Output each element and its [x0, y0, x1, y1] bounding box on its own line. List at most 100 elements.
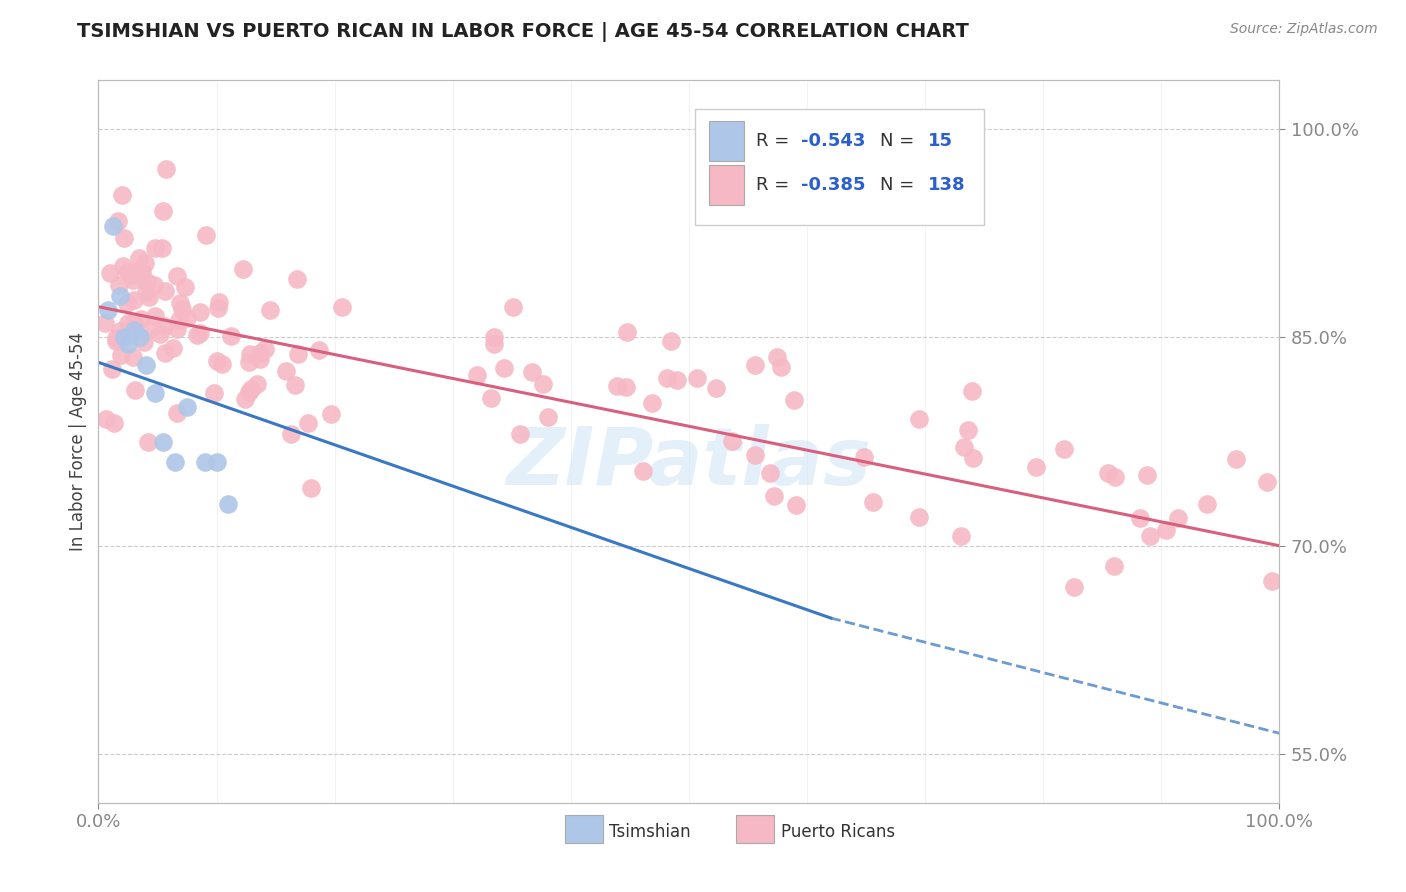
Text: -0.385: -0.385: [801, 176, 866, 194]
Point: [1129, 510, 1152, 524]
Point: [950, 528, 973, 542]
Point: [616, 326, 638, 340]
Point: [706, 381, 728, 395]
Point: [1261, 574, 1284, 588]
Point: [127, 264, 149, 278]
Point: [1256, 475, 1278, 489]
Point: [1025, 460, 1047, 475]
Text: N =: N =: [880, 176, 921, 194]
Point: [1136, 467, 1159, 482]
Point: [953, 440, 976, 454]
Text: R =: R =: [756, 176, 796, 194]
Point: [240, 382, 263, 396]
Point: [1195, 497, 1218, 511]
Point: [152, 204, 174, 219]
Point: [142, 278, 165, 293]
Point: [285, 272, 308, 286]
Point: [149, 326, 172, 341]
Point: [94, 411, 117, 425]
Point: [166, 406, 188, 420]
Point: [287, 347, 309, 361]
Point: [155, 161, 177, 176]
Point: [762, 489, 785, 503]
Point: [785, 499, 807, 513]
Point: [112, 330, 135, 344]
Point: [202, 386, 225, 401]
Point: [211, 357, 233, 371]
Point: [494, 361, 516, 376]
Point: [122, 350, 145, 364]
Point: [232, 261, 254, 276]
Point: [659, 334, 682, 348]
Point: [1063, 580, 1085, 594]
Point: [115, 295, 138, 310]
Point: [249, 345, 271, 359]
Point: [128, 330, 150, 344]
Point: [219, 329, 242, 343]
Point: [108, 278, 131, 293]
Point: [207, 301, 229, 315]
Point: [101, 219, 124, 234]
Point: [135, 358, 157, 372]
Point: [112, 260, 135, 274]
Point: [101, 361, 124, 376]
Point: [238, 354, 260, 368]
Point: [150, 241, 173, 255]
Point: [188, 305, 211, 319]
Point: [238, 384, 260, 399]
Point: [122, 273, 145, 287]
Point: [117, 265, 139, 279]
Point: [766, 350, 789, 364]
Point: [107, 214, 129, 228]
FancyBboxPatch shape: [709, 121, 744, 161]
Point: [112, 231, 135, 245]
Point: [124, 293, 146, 308]
Point: [308, 343, 330, 358]
Point: [614, 380, 637, 394]
Point: [770, 359, 793, 374]
Point: [1139, 529, 1161, 543]
Text: TSIMSHIAN VS PUERTO RICAN IN LABOR FORCE | AGE 45-54 CORRELATION CHART: TSIMSHIAN VS PUERTO RICAN IN LABOR FORCE…: [77, 22, 969, 42]
Text: 138: 138: [928, 176, 965, 194]
Point: [117, 337, 139, 351]
Point: [128, 251, 150, 265]
Y-axis label: In Labor Force | Age 45-54: In Labor Force | Age 45-54: [69, 332, 87, 551]
Text: Source: ZipAtlas.com: Source: ZipAtlas.com: [1230, 22, 1378, 37]
Point: [110, 347, 132, 361]
Point: [962, 450, 984, 465]
Point: [162, 341, 184, 355]
Point: [655, 371, 678, 385]
Point: [502, 300, 524, 314]
Point: [166, 322, 188, 336]
Point: [1104, 469, 1126, 483]
Point: [108, 288, 131, 302]
Point: [94, 316, 117, 330]
Point: [131, 312, 153, 326]
Point: [208, 294, 231, 309]
Text: Puerto Ricans: Puerto Ricans: [782, 822, 896, 840]
Point: [531, 377, 554, 392]
Point: [166, 268, 188, 283]
Point: [1225, 452, 1247, 467]
Point: [783, 393, 806, 408]
Point: [744, 448, 766, 462]
Point: [138, 323, 160, 337]
Point: [167, 313, 190, 327]
Point: [249, 352, 271, 367]
Point: [143, 385, 166, 400]
Point: [97, 302, 120, 317]
FancyBboxPatch shape: [695, 109, 984, 225]
Point: [239, 347, 262, 361]
Point: [134, 256, 156, 270]
Point: [686, 371, 709, 385]
Point: [721, 434, 744, 448]
Point: [188, 326, 211, 340]
Text: R =: R =: [756, 132, 796, 151]
Point: [1052, 442, 1074, 457]
Point: [124, 315, 146, 329]
Point: [170, 302, 193, 317]
Point: [207, 354, 229, 368]
Point: [128, 268, 150, 282]
Point: [143, 310, 166, 324]
Point: [1167, 511, 1189, 525]
